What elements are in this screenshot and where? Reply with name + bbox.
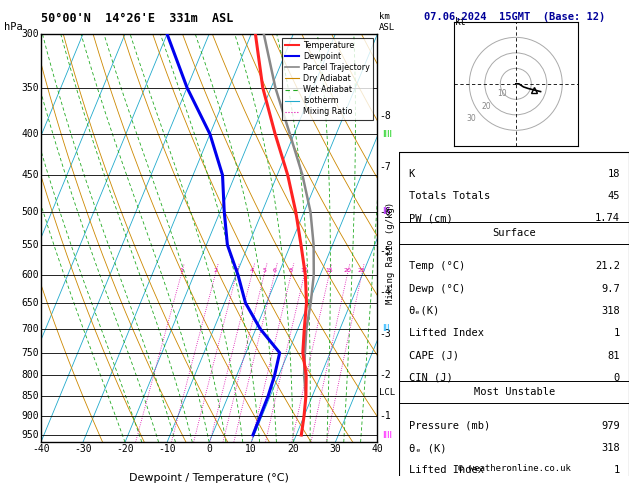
- Text: 0: 0: [206, 444, 212, 454]
- Text: -8: -8: [379, 111, 391, 121]
- Text: 1.74: 1.74: [595, 213, 620, 224]
- Text: 900: 900: [21, 411, 39, 421]
- Text: -4: -4: [379, 287, 391, 297]
- Text: Totals Totals: Totals Totals: [409, 191, 490, 201]
- Text: 0: 0: [613, 373, 620, 383]
- Text: 30: 30: [466, 114, 476, 123]
- Text: 3: 3: [234, 268, 238, 273]
- Text: θₑ(K): θₑ(K): [409, 306, 440, 316]
- Text: LCL: LCL: [379, 388, 395, 397]
- Text: 50°00'N  14°26'E  331m  ASL: 50°00'N 14°26'E 331m ASL: [41, 12, 233, 25]
- Text: CAPE (J): CAPE (J): [409, 350, 459, 361]
- Text: 10: 10: [245, 444, 257, 454]
- Text: 700: 700: [21, 324, 39, 334]
- Text: 550: 550: [21, 240, 39, 250]
- Text: 30: 30: [330, 444, 341, 454]
- Text: Dewpoint / Temperature (°C): Dewpoint / Temperature (°C): [129, 473, 289, 483]
- Text: 20: 20: [287, 444, 299, 454]
- Text: Mixing Ratio (g/kg): Mixing Ratio (g/kg): [386, 202, 395, 304]
- Text: Temp (°C): Temp (°C): [409, 261, 465, 271]
- Text: Pressure (mb): Pressure (mb): [409, 421, 490, 431]
- Text: -7: -7: [379, 162, 391, 172]
- Text: 318: 318: [601, 306, 620, 316]
- Legend: Temperature, Dewpoint, Parcel Trajectory, Dry Adiabat, Wet Adiabat, Isotherm, Mi: Temperature, Dewpoint, Parcel Trajectory…: [282, 38, 374, 120]
- Text: K: K: [409, 169, 415, 179]
- Text: 20: 20: [482, 102, 491, 111]
- Text: 750: 750: [21, 348, 39, 358]
- Text: 300: 300: [21, 29, 39, 39]
- Text: IIII: IIII: [382, 431, 392, 439]
- Text: -2: -2: [379, 370, 391, 380]
- Text: Dewp (°C): Dewp (°C): [409, 284, 465, 294]
- Text: 1: 1: [613, 328, 620, 338]
- Text: km
ASL: km ASL: [379, 12, 395, 32]
- Text: -3: -3: [379, 329, 391, 339]
- Text: 850: 850: [21, 391, 39, 401]
- Text: IIII: IIII: [382, 130, 392, 139]
- Text: III: III: [382, 207, 389, 216]
- Text: PW (cm): PW (cm): [409, 213, 452, 224]
- Text: 20: 20: [343, 268, 351, 273]
- Text: 6: 6: [272, 268, 276, 273]
- Text: Lifted Index: Lifted Index: [409, 328, 484, 338]
- Text: kt: kt: [455, 17, 467, 27]
- Text: 1: 1: [179, 268, 183, 273]
- Text: -30: -30: [74, 444, 92, 454]
- Text: 15: 15: [325, 268, 333, 273]
- Text: Surface: Surface: [493, 228, 536, 238]
- Text: III: III: [382, 324, 389, 333]
- Text: 81: 81: [608, 350, 620, 361]
- Text: 10: 10: [497, 89, 507, 98]
- Text: 600: 600: [21, 270, 39, 280]
- Text: Lifted Index: Lifted Index: [409, 466, 484, 475]
- Text: 45: 45: [608, 191, 620, 201]
- Text: 40: 40: [372, 444, 383, 454]
- Text: 2: 2: [213, 268, 217, 273]
- Text: θₑ (K): θₑ (K): [409, 443, 446, 453]
- Text: © weatheronline.co.uk: © weatheronline.co.uk: [458, 464, 571, 473]
- Text: -5: -5: [379, 246, 391, 256]
- Text: -10: -10: [159, 444, 176, 454]
- Text: 4: 4: [250, 268, 253, 273]
- Text: 25: 25: [358, 268, 365, 273]
- Text: hPa: hPa: [4, 21, 23, 32]
- Text: 950: 950: [21, 430, 39, 440]
- Text: 9.7: 9.7: [601, 284, 620, 294]
- Text: 8: 8: [289, 268, 293, 273]
- Text: 400: 400: [21, 129, 39, 139]
- Text: -20: -20: [116, 444, 134, 454]
- Text: 318: 318: [601, 443, 620, 453]
- Text: 350: 350: [21, 83, 39, 93]
- Text: 10: 10: [301, 268, 308, 273]
- Text: 979: 979: [601, 421, 620, 431]
- Text: -40: -40: [32, 444, 50, 454]
- Text: 18: 18: [608, 169, 620, 179]
- Text: 07.06.2024  15GMT  (Base: 12): 07.06.2024 15GMT (Base: 12): [423, 12, 605, 22]
- Text: 650: 650: [21, 298, 39, 308]
- Text: 450: 450: [21, 170, 39, 180]
- Text: -1: -1: [379, 411, 391, 421]
- Text: -6: -6: [379, 207, 391, 217]
- Text: 5: 5: [262, 268, 266, 273]
- Text: 800: 800: [21, 370, 39, 380]
- Text: 21.2: 21.2: [595, 261, 620, 271]
- Text: 1: 1: [613, 466, 620, 475]
- Text: CIN (J): CIN (J): [409, 373, 452, 383]
- Text: Most Unstable: Most Unstable: [474, 387, 555, 397]
- Text: 500: 500: [21, 207, 39, 217]
